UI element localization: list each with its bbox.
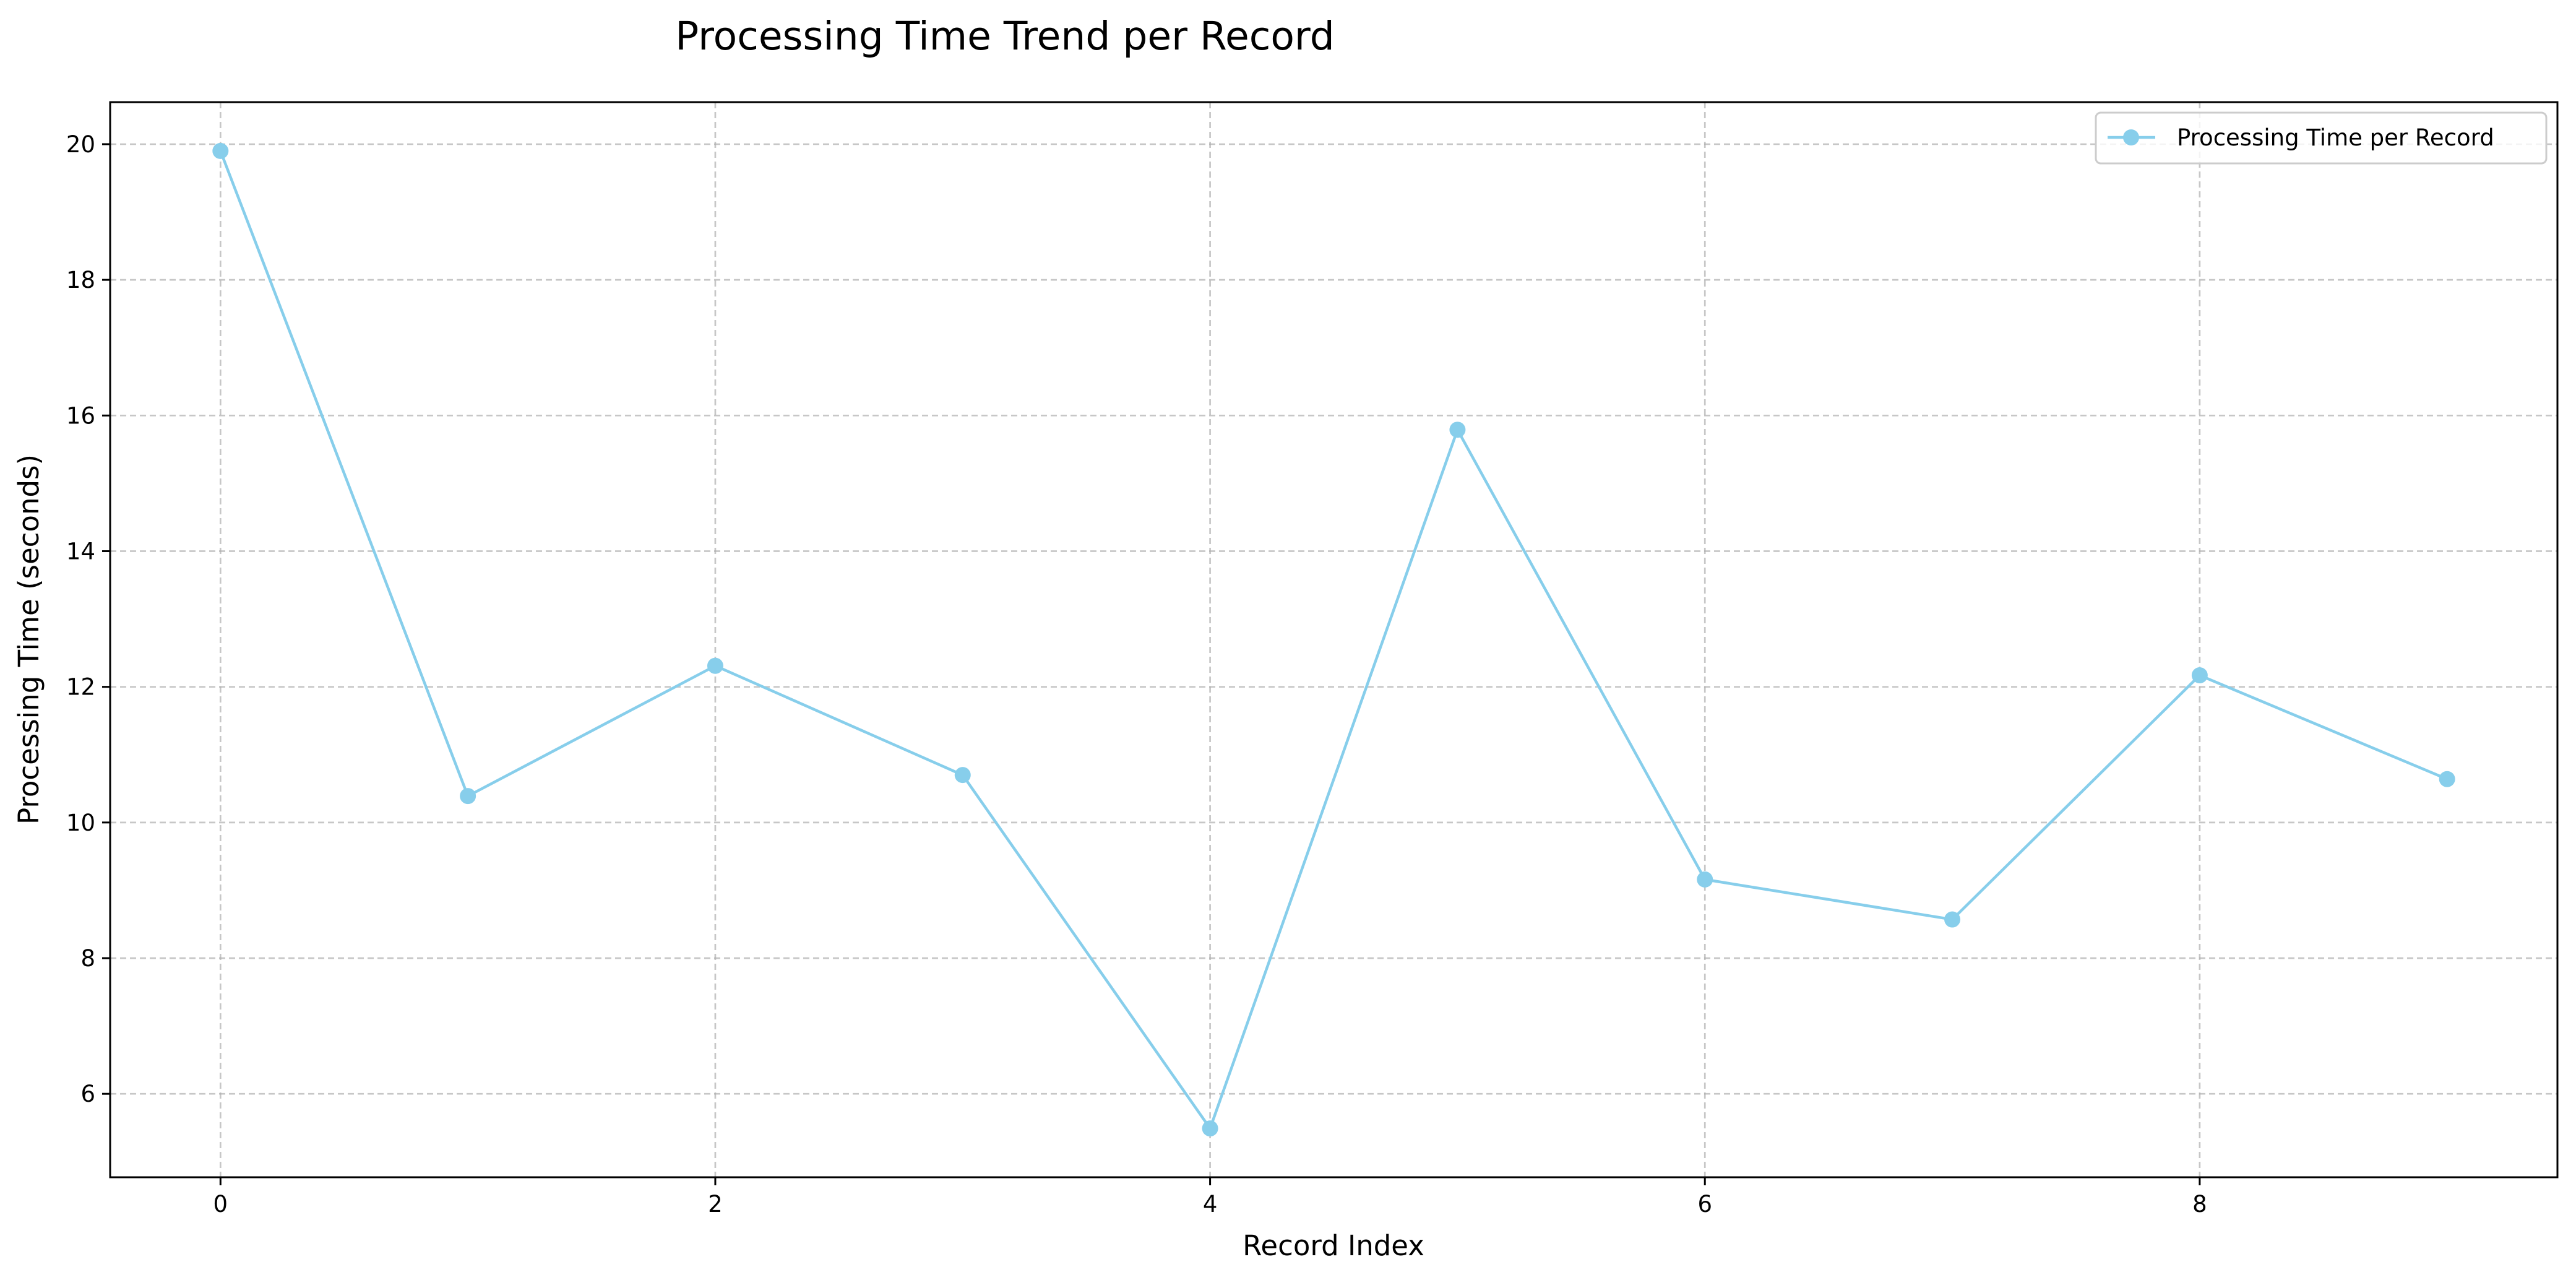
- y-tick-label: 6: [80, 1081, 95, 1107]
- data-point: [460, 788, 476, 805]
- legend-box: [2095, 111, 2548, 165]
- x-tick-label: 6: [1697, 1191, 1712, 1217]
- y-tick-label: 18: [66, 267, 95, 293]
- legend: Processing Time per Record: [2095, 111, 2548, 165]
- data-point: [707, 657, 723, 674]
- plot-area-frame: [109, 101, 2559, 1178]
- legend-series-marker: [2123, 129, 2139, 145]
- x-tick-label: 8: [2192, 1191, 2207, 1217]
- axis-ticks: 0 2 4 6 8 6 8 10 12 14 16 18 20: [66, 131, 2207, 1217]
- y-tick-label: 20: [66, 131, 95, 158]
- data-point: [954, 767, 971, 784]
- y-tick-label: 12: [66, 674, 95, 701]
- data-point: [1697, 871, 1713, 888]
- y-tick-label: 16: [66, 402, 95, 429]
- x-axis-label: Record Index: [1243, 1229, 1424, 1262]
- data-point: [1449, 422, 1466, 438]
- data-point: [2439, 771, 2455, 787]
- y-axis-label: Processing Time (seconds): [12, 454, 45, 824]
- data-point: [1944, 911, 1961, 928]
- y-tick-label: 10: [66, 810, 95, 836]
- grid: [110, 102, 2557, 1177]
- series-line: [219, 149, 2449, 1130]
- x-tick-label: 4: [1203, 1191, 1218, 1217]
- data-point: [1202, 1120, 1218, 1137]
- series: [212, 142, 2455, 1137]
- legend-label: Processing Time per Record: [2177, 124, 2494, 151]
- y-tick-label: 8: [80, 945, 95, 972]
- data-point: [2191, 667, 2208, 684]
- chart-title: Processing Time Trend per Record: [675, 14, 1334, 59]
- x-tick-label: 2: [708, 1191, 723, 1217]
- y-tick-label: 14: [66, 538, 95, 564]
- x-tick-label: 0: [213, 1191, 228, 1217]
- data-point: [212, 142, 229, 159]
